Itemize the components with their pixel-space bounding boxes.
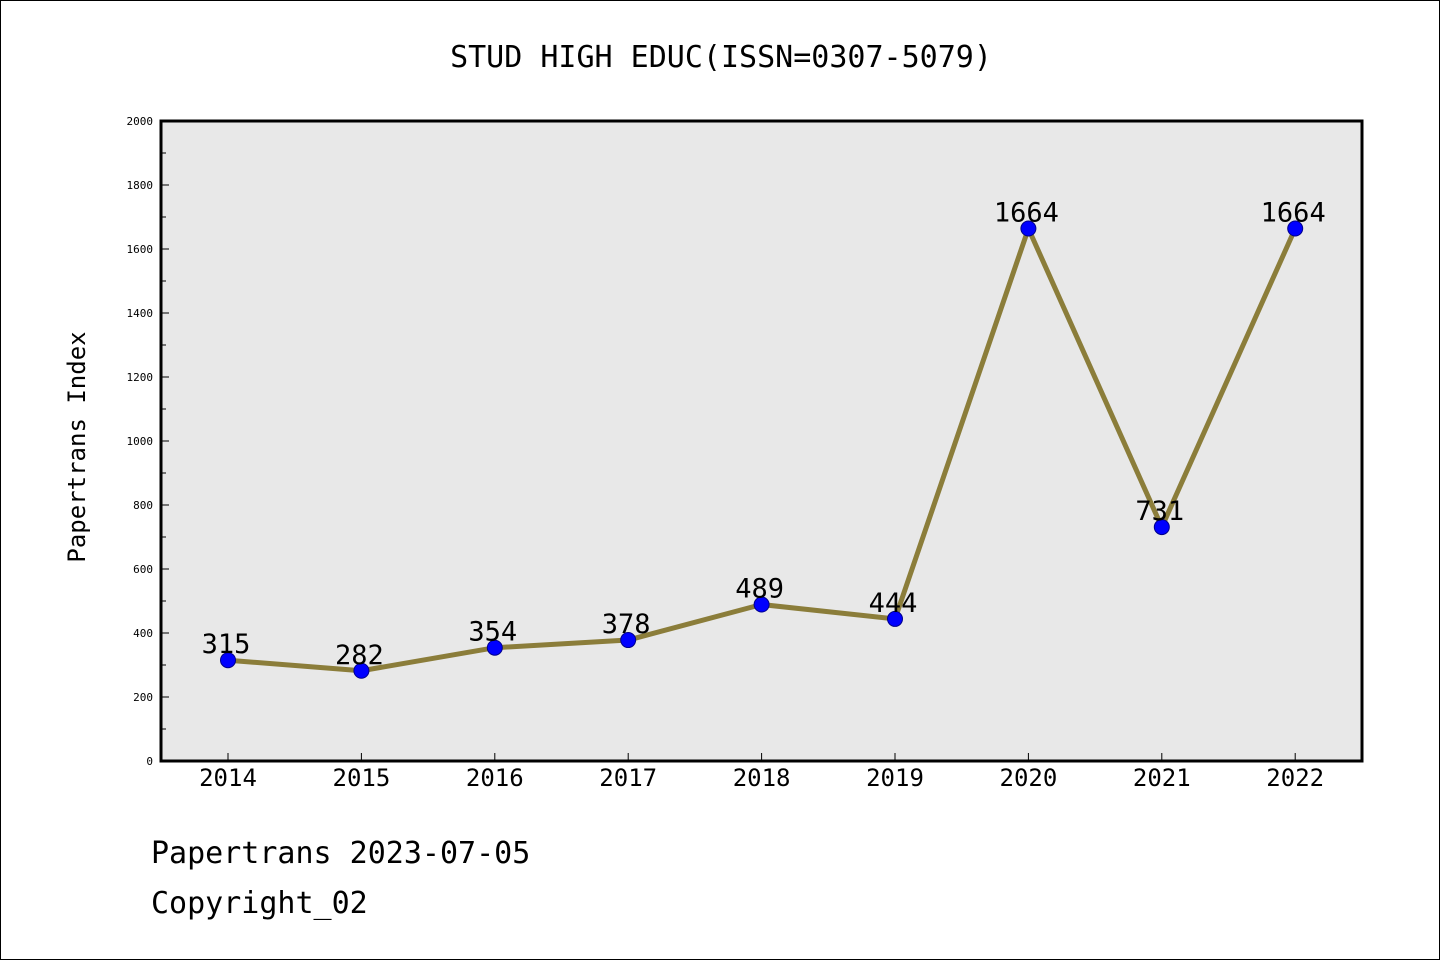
footer-date: Papertrans 2023-07-05	[151, 836, 531, 871]
y-tick-label: 400	[133, 627, 153, 640]
y-tick-label: 200	[133, 691, 153, 704]
x-tick-label: 2021	[1133, 764, 1191, 792]
data-point	[486, 639, 503, 656]
x-tick-label: 2022	[1266, 764, 1324, 792]
x-tick-label: 2020	[1000, 764, 1058, 792]
y-axis-label: Papertrans Index	[63, 331, 91, 562]
data-point	[220, 652, 236, 669]
data-point	[753, 596, 770, 613]
data-point	[620, 632, 637, 649]
x-tick-label: 2014	[199, 764, 257, 792]
y-tick-label: 1400	[127, 307, 154, 320]
data-point	[1020, 220, 1037, 237]
x-tick-label: 2018	[733, 764, 791, 792]
data-label: 378	[602, 609, 651, 640]
x-tick-label: 2019	[866, 764, 924, 792]
x-tick-label: 2017	[599, 764, 657, 792]
data-label: 731	[1135, 496, 1184, 527]
data-label: 354	[468, 617, 517, 648]
data-label: 1664	[994, 198, 1059, 229]
series-group	[220, 220, 1304, 679]
y-tick-label: 1000	[127, 435, 154, 448]
x-axis-ticks: 2014 2015 2016 2017 2018 2019 2020 2021 2022	[199, 753, 1324, 792]
data-label: 1664	[1261, 198, 1326, 229]
data-label: 315	[202, 629, 251, 660]
data-label: 282	[335, 640, 384, 671]
footer-copyright: Copyright_02	[151, 886, 368, 921]
y-tick-label: 600	[133, 563, 153, 576]
y-tick-label: 2000	[127, 115, 154, 128]
data-point	[1287, 220, 1304, 237]
y-tick-label: 1800	[127, 179, 154, 192]
data-point	[887, 610, 903, 627]
data-label: 444	[869, 588, 918, 619]
plot-border	[159, 119, 1364, 763]
plot-area	[161, 121, 1362, 761]
data-labels-group: 315 282 354 378 489 444 1664 731 1664	[202, 198, 1326, 671]
chart-title: STUD HIGH EDUC(ISSN=0307-5079)	[450, 40, 992, 75]
y-tick-label: 0	[146, 755, 153, 768]
y-tick-label: 800	[133, 499, 153, 512]
y-tick-label: 1200	[127, 371, 154, 384]
x-tick-label: 2015	[333, 764, 391, 792]
y-tick-label: 1600	[127, 243, 154, 256]
data-point	[1153, 519, 1170, 536]
data-point	[353, 662, 370, 679]
data-label: 489	[735, 574, 784, 605]
x-tick-label: 2016	[466, 764, 524, 792]
